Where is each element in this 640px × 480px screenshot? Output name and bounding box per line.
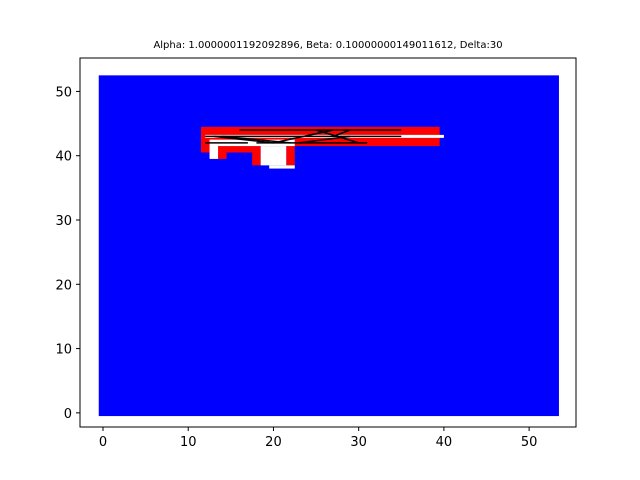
red-region bbox=[218, 152, 227, 159]
path-line bbox=[332, 129, 351, 138]
white-region bbox=[209, 139, 219, 159]
x-tick-label: 0 bbox=[99, 435, 107, 450]
y-axis: 0 10 20 30 40 50 bbox=[55, 85, 80, 422]
x-axis: 0 10 20 30 40 50 bbox=[99, 427, 538, 450]
x-tick-label: 20 bbox=[265, 435, 282, 450]
background-region bbox=[98, 75, 559, 417]
path-line bbox=[222, 135, 291, 144]
white-region bbox=[218, 139, 295, 147]
chart-title: Alpha: 1.0000001192092896, Beta: 0.10000… bbox=[153, 40, 502, 51]
y-tick-label: 20 bbox=[55, 278, 72, 293]
x-tick-label: 50 bbox=[521, 435, 538, 450]
red-region bbox=[286, 146, 295, 166]
x-tick-label: 30 bbox=[350, 435, 367, 450]
path-line bbox=[213, 135, 274, 144]
red-region bbox=[218, 146, 261, 153]
path-line bbox=[315, 129, 359, 144]
y-tick-label: 0 bbox=[64, 407, 72, 422]
y-tick-label: 40 bbox=[55, 150, 72, 165]
y-tick-label: 10 bbox=[55, 343, 72, 358]
red-region bbox=[252, 152, 261, 166]
y-tick-label: 30 bbox=[55, 214, 72, 229]
white-region bbox=[269, 165, 295, 169]
axes-frame bbox=[79, 57, 577, 428]
x-tick-label: 40 bbox=[436, 435, 453, 450]
x-tick-label: 10 bbox=[180, 435, 197, 450]
plot-area bbox=[98, 75, 559, 417]
white-region bbox=[260, 146, 287, 166]
y-tick-label: 50 bbox=[55, 85, 72, 100]
red-region bbox=[201, 146, 210, 153]
path-line bbox=[298, 135, 351, 144]
